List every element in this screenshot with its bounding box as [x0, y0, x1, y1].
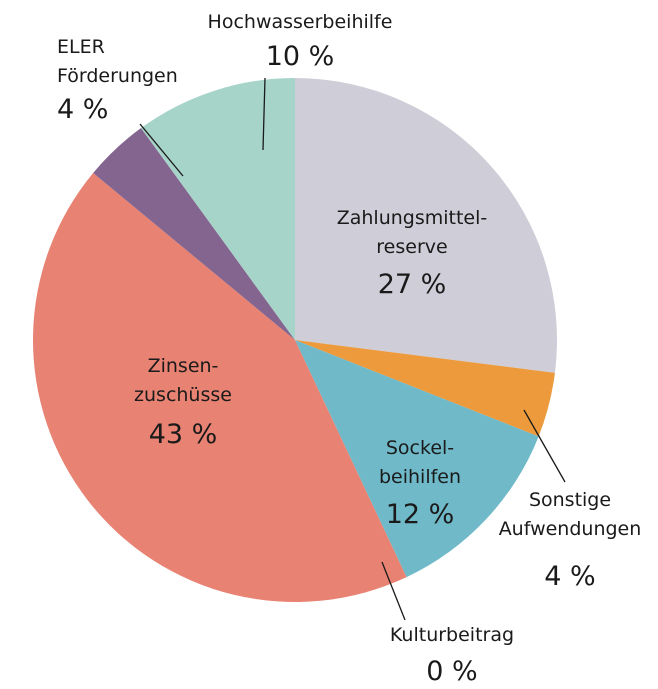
value-label: 4 %: [544, 561, 595, 592]
leader-line: [262, 77, 266, 151]
slice-label: Zinsen-zuschüsse: [134, 355, 232, 406]
value-label: 0 %: [426, 656, 477, 687]
pie-slice: [295, 78, 557, 373]
slice-label: Zahlungsmittel-reserve: [337, 207, 488, 258]
pie-slice: [32, 172, 407, 602]
value-label: 27 %: [378, 269, 447, 300]
pie: [32, 78, 557, 602]
value-label: 4 %: [57, 94, 108, 125]
pie-slice: [141, 78, 295, 340]
slice-label: Hochwasserbeihilfe: [208, 11, 393, 33]
pie-slice: [295, 340, 539, 578]
slice-label: Sockel-beihilfen: [379, 437, 461, 488]
leader-line: [523, 409, 566, 483]
pie-slice: [295, 340, 555, 437]
slice-label: Sonstige Aufwendungen: [499, 489, 642, 540]
value-label: 12 %: [386, 499, 455, 530]
slice-label: Kulturbeitrag: [390, 624, 514, 646]
slice-label: ELER Förderungen: [57, 36, 178, 87]
value-label: 10 %: [266, 41, 335, 72]
value-label: 43 %: [149, 419, 218, 450]
leader-line: [381, 561, 406, 621]
pie-slice: [93, 128, 295, 340]
leader-line: [139, 123, 184, 177]
